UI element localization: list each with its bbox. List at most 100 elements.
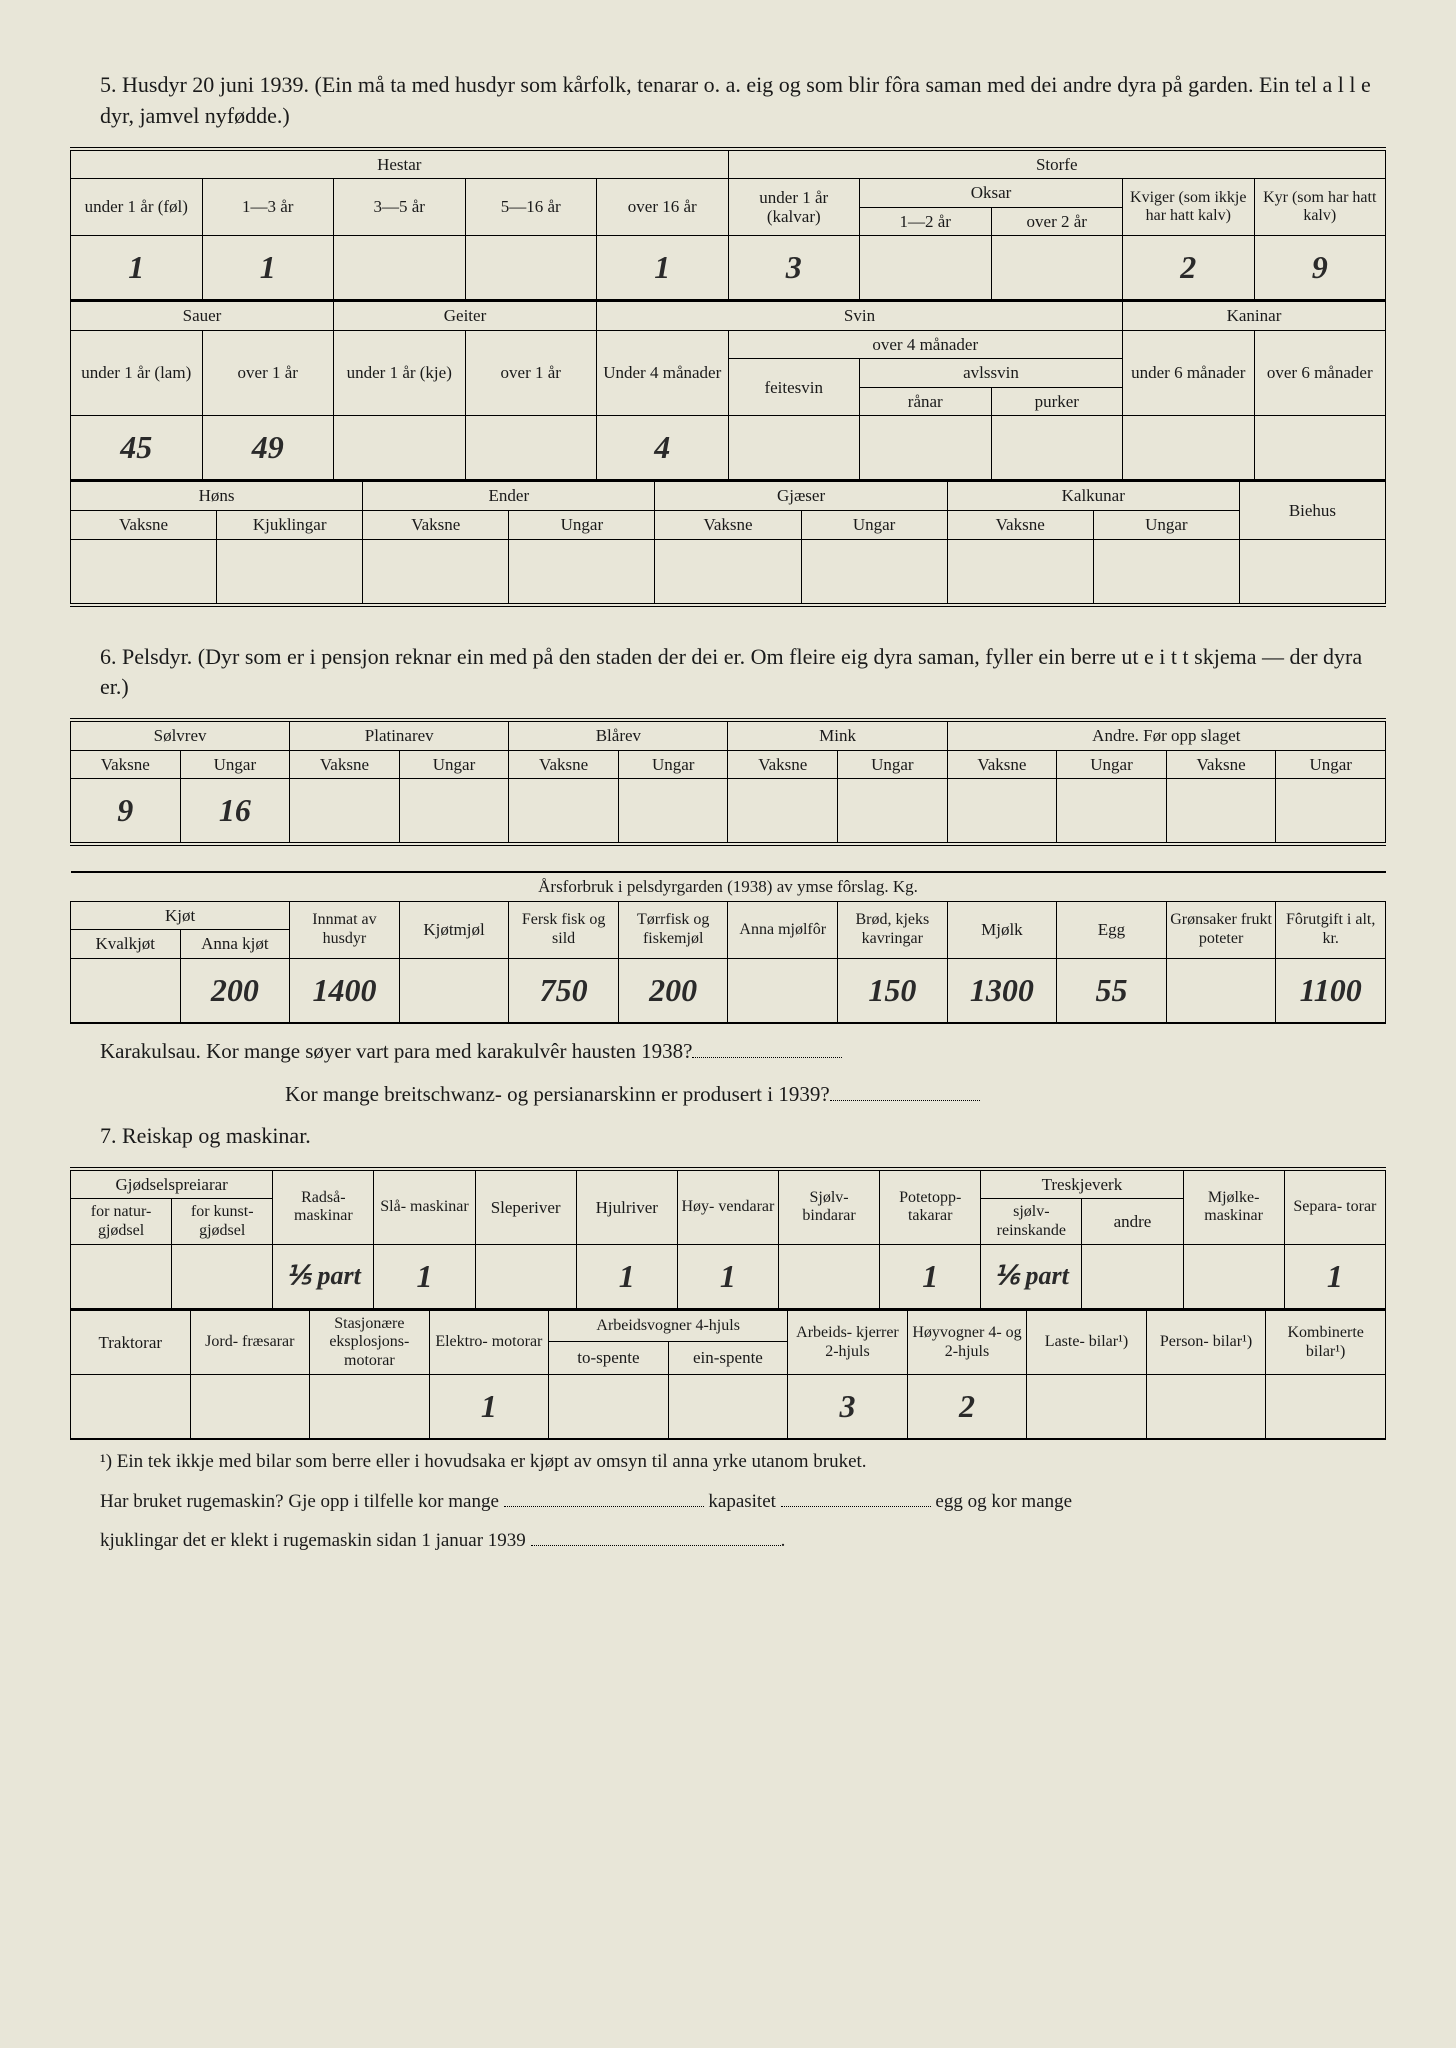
- m2c3: 1: [429, 1375, 549, 1440]
- ranar-header: rånar: [860, 387, 992, 416]
- forutgift-header: Fôrutgift i alt, kr.: [1276, 901, 1386, 958]
- treskjeverk-header: Treskjeverk: [981, 1169, 1183, 1199]
- r1c0: 1: [71, 236, 203, 301]
- kalvar-header: under 1 år (kalvar): [728, 179, 860, 236]
- personbilar-header: Person- bilar¹): [1146, 1310, 1266, 1374]
- ac10: [1166, 958, 1276, 1023]
- ac6: [728, 958, 838, 1023]
- sjolvbindarar-header: Sjølv- bindarar: [778, 1169, 879, 1245]
- oksar-sub1: over 2 år: [991, 207, 1123, 236]
- p6c8: [947, 779, 1057, 845]
- m2c0: [71, 1375, 191, 1440]
- sv-v: Vaksne: [71, 750, 181, 779]
- p6c5: [618, 779, 728, 845]
- purker-header: purker: [991, 387, 1123, 416]
- dotted-line: [531, 1526, 781, 1546]
- ender-ungar: Ungar: [509, 510, 655, 539]
- r3c6: [947, 539, 1093, 605]
- m2c5: [668, 1375, 788, 1440]
- pl-v: Vaksne: [290, 750, 400, 779]
- q1d: egg og kor mange: [935, 1491, 1072, 1512]
- section7-number: 7.: [100, 1123, 117, 1148]
- r2c5: [728, 416, 860, 481]
- ferskfisk-header: Fersk fisk og sild: [509, 901, 619, 958]
- table-arsforbruk: Årsforbruk i pelsdyrgarden (1938) av yms…: [70, 871, 1386, 1024]
- rugemaskin-q: Har bruket rugemaskin? Gje opp i tilfell…: [100, 1487, 1386, 1517]
- avlssvin-header: avlssvin: [860, 359, 1123, 388]
- gjaeser-vaksne: Vaksne: [655, 510, 801, 539]
- biehus-header: Biehus: [1239, 482, 1385, 539]
- p6c4: [509, 779, 619, 845]
- geiter-c1: over 1 år: [465, 330, 597, 416]
- m1c2: ⅕ part: [273, 1244, 374, 1309]
- potetopp-header: Potetopp- takarar: [880, 1169, 981, 1245]
- m1c5: 1: [576, 1244, 677, 1309]
- kalk-ungar: Ungar: [1093, 510, 1239, 539]
- ac4: 750: [509, 958, 619, 1023]
- ender-vaksne: Vaksne: [363, 510, 509, 539]
- hons-header: Høns: [71, 482, 363, 511]
- r2c8: [1123, 416, 1255, 481]
- a2-v: Vaksne: [1166, 750, 1276, 779]
- hons-kjuk: Kjuklingar: [217, 510, 363, 539]
- gronsaker-header: Grønsaker frukt poteter: [1166, 901, 1276, 958]
- r1c9: 9: [1254, 236, 1386, 301]
- section7-text: Reiskap og maskinar.: [122, 1123, 311, 1148]
- table-pelsdyr: Sølvrev Platinarev Blårev Mink Andre. Fø…: [70, 718, 1386, 846]
- r2c9: [1254, 416, 1386, 481]
- pl-u: Ungar: [399, 750, 509, 779]
- p6c1: 16: [180, 779, 290, 845]
- a1-v: Vaksne: [947, 750, 1057, 779]
- a2-u: Ungar: [1276, 750, 1386, 779]
- arsforbruk-title: Årsforbruk i pelsdyrgarden (1938) av yms…: [71, 872, 1386, 901]
- sjolvr-header: sjølv- reinskande: [981, 1199, 1082, 1245]
- lastebilar-header: Laste- bilar¹): [1027, 1310, 1147, 1374]
- kviger-header: Kviger (som ikkje har hatt kalv): [1123, 179, 1255, 236]
- dotted-line: [830, 1079, 980, 1101]
- m2c8: [1027, 1375, 1147, 1440]
- mjolk-header: Mjølk: [947, 901, 1057, 958]
- ac2: 1400: [290, 958, 400, 1023]
- sauer-c0: under 1 år (lam): [71, 330, 203, 416]
- karakul2-text: Kor mange breitschwanz- og persianarskin…: [285, 1082, 830, 1106]
- hestar-col1: 1—3 år: [202, 179, 334, 236]
- mi-v: Vaksne: [728, 750, 838, 779]
- innmat-header: Innmat av husdyr: [290, 901, 400, 958]
- kombinerte-header: Kombinerte bilar¹): [1266, 1310, 1386, 1374]
- torrfisk-header: Tørrfisk og fiskemjøl: [618, 901, 728, 958]
- section7-title: 7. Reiskap og maskinar.: [100, 1121, 1386, 1152]
- sauer-header: Sauer: [71, 302, 334, 331]
- m1c7: [778, 1244, 879, 1309]
- stasjonaere-header: Stasjonære eksplosjons- motorar: [310, 1310, 430, 1374]
- r1c2: [334, 236, 466, 301]
- sleperiver-header: Sleperiver: [475, 1169, 576, 1245]
- kaninar-header: Kaninar: [1123, 302, 1386, 331]
- q1c: kapasitet: [708, 1491, 776, 1512]
- r2c4: 4: [597, 416, 729, 481]
- m1c0: [71, 1244, 172, 1309]
- r3c3: [509, 539, 655, 605]
- svin-o4: over 4 månader: [728, 330, 1123, 359]
- m2c1: [190, 1375, 310, 1440]
- p6c10: [1166, 779, 1276, 845]
- gjaeser-ungar: Ungar: [801, 510, 947, 539]
- hestar-col0: under 1 år (føl): [71, 179, 203, 236]
- kalk-vaksne: Vaksne: [947, 510, 1093, 539]
- radsa-header: Radså- maskinar: [273, 1169, 374, 1245]
- p6c9: [1057, 779, 1167, 845]
- karakul1-text: Karakulsau. Kor mange søyer vart para me…: [100, 1039, 692, 1063]
- mink-header: Mink: [728, 720, 947, 750]
- kunst-header: for kunst- gjødsel: [172, 1199, 273, 1245]
- p6c2: [290, 779, 400, 845]
- p6c3: [399, 779, 509, 845]
- section6-title: 6. Pelsdyr. (Dyr som er i pensjon reknar…: [100, 642, 1386, 704]
- ac7: 150: [838, 958, 948, 1023]
- m1c11: [1183, 1244, 1284, 1309]
- jordfraes-header: Jord- fræsarar: [190, 1310, 310, 1374]
- andre-header: Andre. Før opp slaget: [947, 720, 1385, 750]
- r3c8: [1239, 539, 1385, 605]
- feitesvin-header: feitesvin: [728, 359, 860, 416]
- q2: kjuklingar det er klekt i rugemaskin sid…: [100, 1530, 526, 1551]
- ac3: [399, 958, 509, 1023]
- r1c4: 1: [597, 236, 729, 301]
